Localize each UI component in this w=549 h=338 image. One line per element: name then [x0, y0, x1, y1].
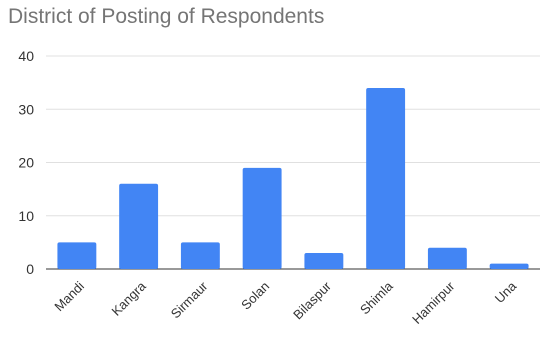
x-tick-label: Una: [492, 278, 520, 306]
x-tick-label: Shimla: [357, 278, 396, 317]
y-tick-label: 20: [18, 155, 34, 171]
x-tick-label: Hamirpur: [409, 278, 458, 327]
bar: [180, 242, 220, 269]
x-tick-label: Solan: [238, 279, 272, 313]
bar: [304, 253, 344, 269]
y-tick-label: 0: [26, 261, 34, 277]
x-tick-label: Bilaspur: [290, 278, 334, 322]
x-tick-label: Sirmaur: [168, 278, 211, 321]
bar: [427, 247, 467, 269]
bar: [489, 263, 529, 269]
chart-title: District of Posting of Respondents: [8, 5, 325, 28]
bar: [119, 183, 159, 269]
bar: [366, 87, 406, 269]
x-tick-label: Mandi: [51, 278, 87, 314]
y-tick-label: 10: [18, 208, 34, 224]
y-tick-label: 40: [18, 48, 34, 64]
bar: [57, 242, 97, 269]
x-tick-label: Kangra: [108, 278, 149, 319]
bar: [242, 167, 282, 269]
y-tick-label: 30: [18, 101, 34, 117]
